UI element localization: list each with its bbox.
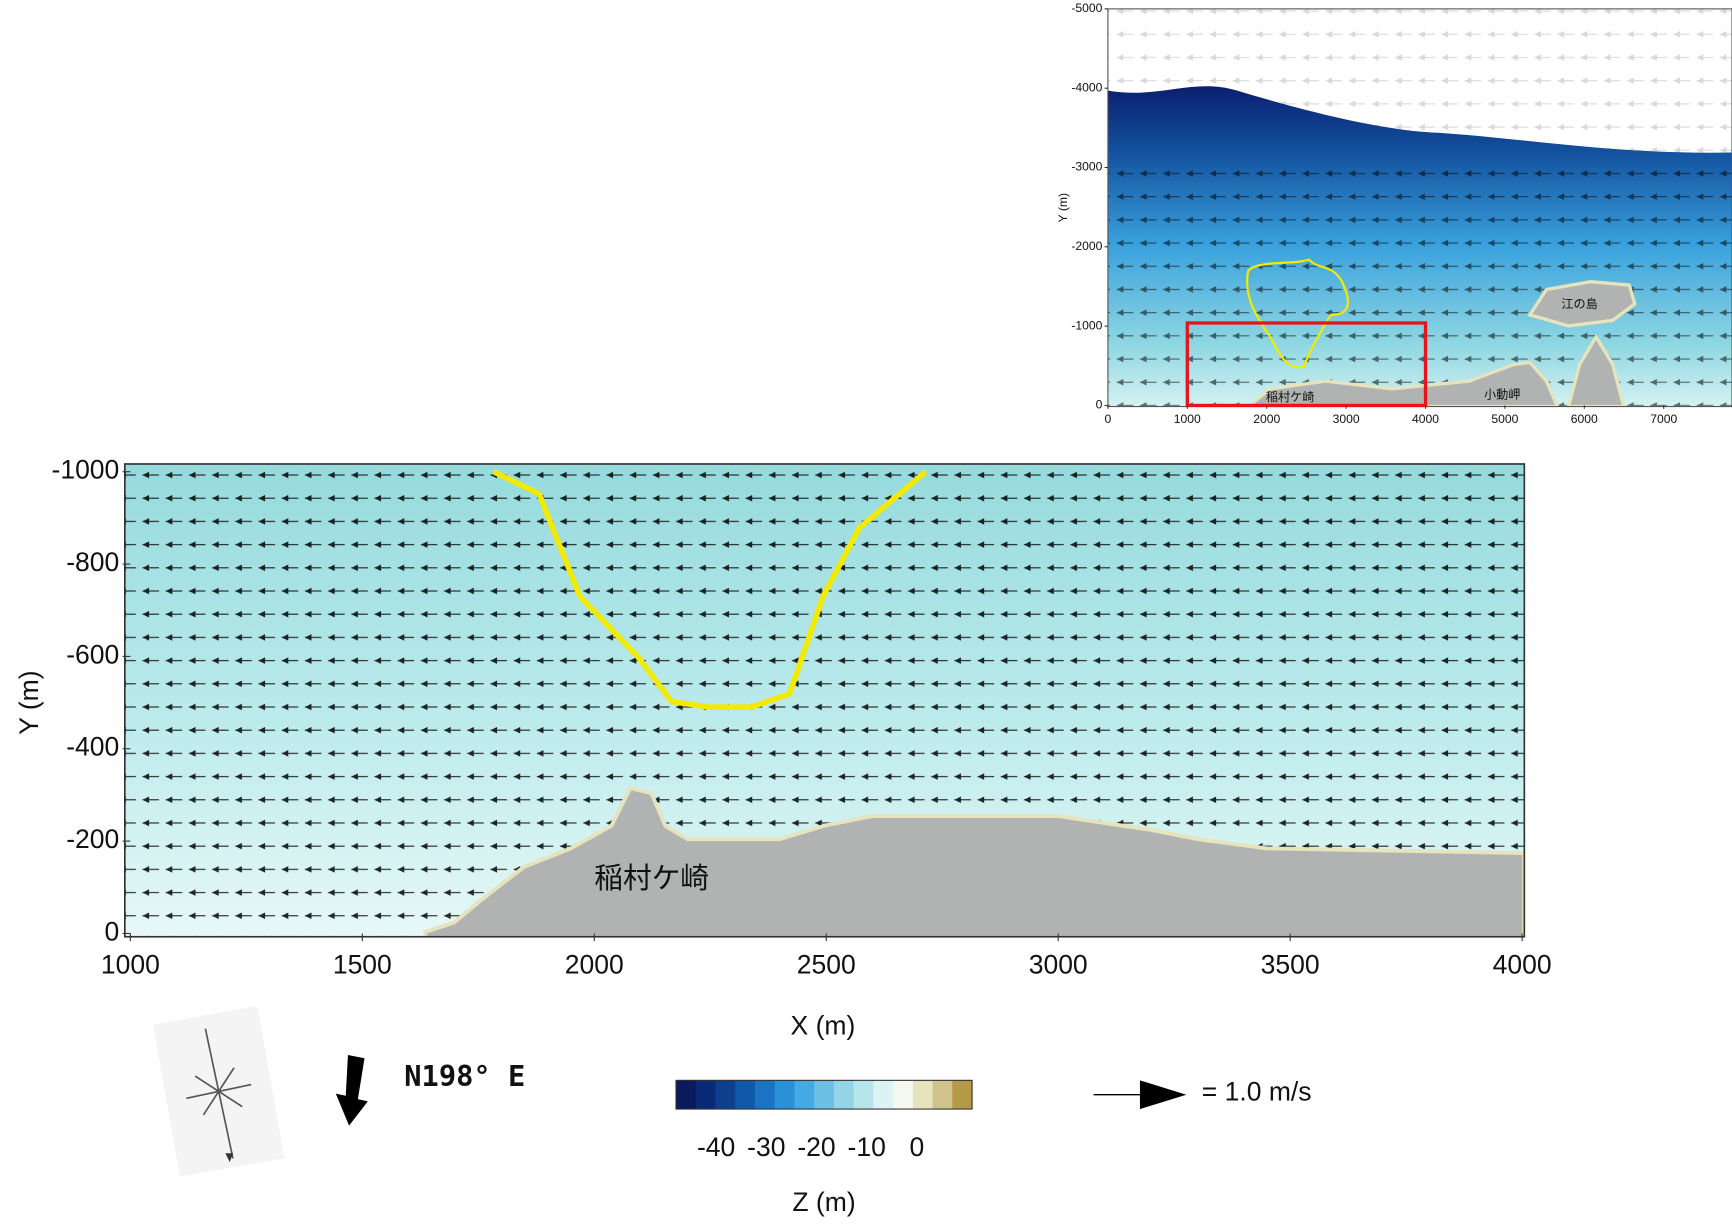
inset-plot-area — [1108, 9, 1732, 407]
figure: X (m) Y (m) 稲村ケ崎 N198° E -40 -30 -20 -10 0 Z… — [0, 0, 1732, 1224]
y-tick-label: 0 — [1096, 398, 1103, 412]
colorbar-swatch — [715, 1080, 735, 1109]
colorbar-swatch — [735, 1080, 755, 1109]
colorbar-tick-label: -20 — [797, 1132, 835, 1162]
scale-arrow-head — [1140, 1080, 1186, 1109]
colorbar-label: Z (m) — [792, 1187, 855, 1217]
y-axis-label: Y (m) — [14, 670, 44, 734]
x-tick-label: 4000 — [1412, 412, 1439, 426]
colorbar-tick-label: -10 — [848, 1132, 886, 1162]
inset-y-label: Y (m) — [1056, 193, 1070, 222]
page: X (m) Y (m) 稲村ケ崎 N198° E -40 -30 -20 -10 0 Z… — [0, 0, 1732, 1224]
x-tick-label: 1500 — [333, 950, 392, 980]
y-tick-label: -5000 — [1071, 1, 1102, 15]
x-tick-label: 2000 — [1253, 412, 1280, 426]
compass-rose — [153, 1006, 284, 1177]
x-tick-label: 3000 — [1029, 950, 1088, 980]
colorbar-swatch — [834, 1080, 854, 1109]
colorbar-swatch — [814, 1080, 834, 1109]
colorbar-swatch — [933, 1080, 953, 1109]
colorbar-swatch — [854, 1080, 874, 1109]
y-tick-label: 0 — [105, 916, 120, 946]
y-tick-label: -1000 — [52, 455, 120, 485]
y-tick-label: -4000 — [1071, 80, 1102, 94]
colorbar-swatch — [775, 1080, 795, 1109]
y-tick-label: -600 — [66, 639, 119, 669]
x-tick-label: 2500 — [797, 950, 856, 980]
y-tick-label: -2000 — [1071, 239, 1102, 253]
colorbar-swatch — [696, 1080, 716, 1109]
colorbar-swatch — [913, 1080, 933, 1109]
colorbar-tick-label: 0 — [909, 1132, 924, 1162]
inset-place-label: 稲村ケ崎 — [1266, 390, 1315, 404]
x-tick-label: 1000 — [101, 950, 160, 980]
x-tick-label: 6000 — [1571, 412, 1598, 426]
scale-label: = 1.0 m/s — [1202, 1077, 1312, 1107]
x-tick-label: 3000 — [1333, 412, 1360, 426]
x-tick-label: 4000 — [1493, 950, 1552, 980]
x-tick-label: 2000 — [565, 950, 624, 980]
x-tick-label: 1000 — [1174, 412, 1201, 426]
y-tick-label: -3000 — [1071, 160, 1102, 174]
colorbar-swatch — [755, 1080, 775, 1109]
colorbar-swatch — [873, 1080, 893, 1109]
colorbar: -40 -30 -20 -10 0 — [676, 1080, 973, 1161]
colorbar-tick-label: -30 — [747, 1132, 785, 1162]
x-tick-label: 5000 — [1491, 412, 1518, 426]
y-tick-label: -800 — [66, 547, 119, 577]
x-tick-label: 7000 — [1650, 412, 1677, 426]
colorbar-swatch — [794, 1080, 814, 1109]
colorbar-tick-label: -40 — [697, 1132, 735, 1162]
colorbar-swatch — [952, 1080, 972, 1109]
inset-place-label: 小動岬 — [1484, 388, 1520, 402]
x-tick-label: 0 — [1105, 412, 1112, 426]
heading-arrow — [336, 1055, 368, 1126]
inset-place-label: 江の島 — [1561, 296, 1597, 311]
place-label: 稲村ケ崎 — [594, 863, 709, 895]
y-tick-label: -1000 — [1071, 318, 1102, 332]
x-tick-label: 3500 — [1261, 950, 1320, 980]
y-tick-label: -400 — [66, 732, 119, 762]
main-plot-area — [125, 464, 1525, 939]
x-axis-label: X (m) — [791, 1010, 856, 1040]
heading-label: N198° E — [404, 1059, 525, 1093]
colorbar-swatch — [676, 1080, 696, 1109]
colorbar-swatch — [893, 1080, 913, 1109]
y-tick-label: -200 — [66, 824, 119, 854]
